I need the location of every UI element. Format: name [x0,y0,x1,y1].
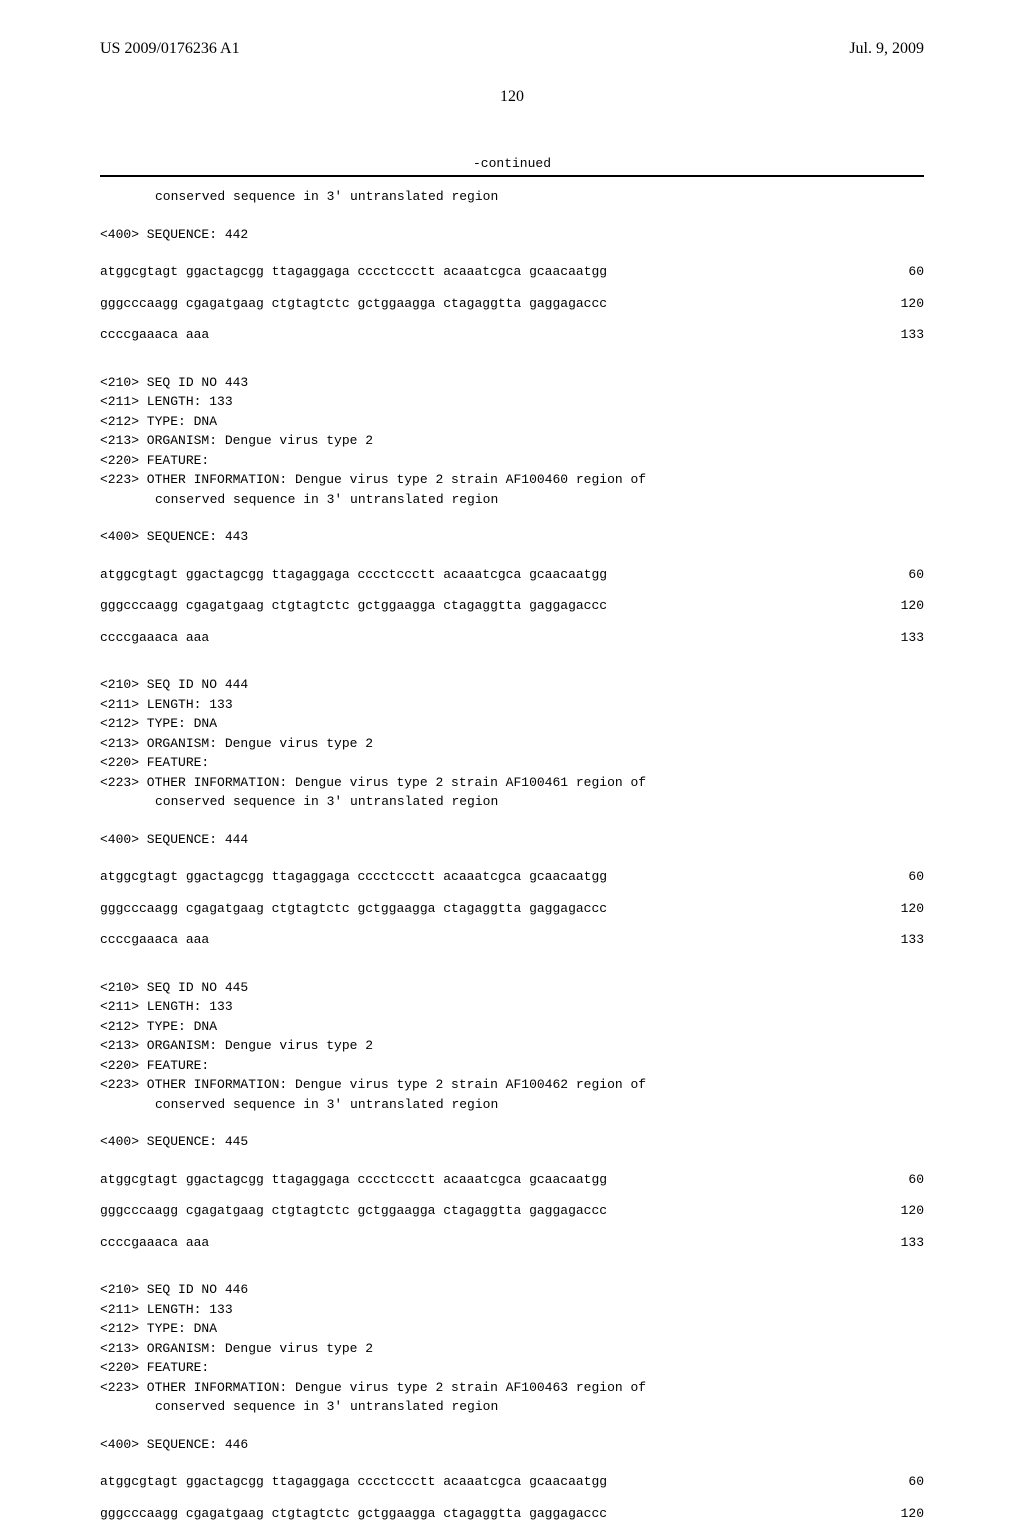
meta-line: <220> FEATURE: [100,1056,924,1076]
meta-line: <210> SEQ ID NO 445 [100,978,924,998]
sequence-text: atggcgtagt ggactagcgg ttagaggaga cccctcc… [100,262,607,282]
sequence-text: atggcgtagt ggactagcgg ttagaggaga cccctcc… [100,1170,607,1190]
meta-line: <211> LENGTH: 133 [100,997,924,1017]
meta-line: <212> TYPE: DNA [100,1017,924,1037]
sequence-line: ccccgaaaca aaa 133 [100,628,924,648]
meta-continuation: conserved sequence in 3' untranslated re… [100,187,924,207]
meta-line: <211> LENGTH: 133 [100,1300,924,1320]
sequence-header: <400> SEQUENCE: 443 [100,527,924,547]
sequence-text: ccccgaaaca aaa [100,1233,209,1253]
meta-line: <220> FEATURE: [100,753,924,773]
sequence-position: 133 [874,1233,924,1253]
sequence-position: 60 [874,1170,924,1190]
meta-line: <211> LENGTH: 133 [100,392,924,412]
meta-line: <223> OTHER INFORMATION: Dengue virus ty… [100,773,924,793]
meta-line: <223> OTHER INFORMATION: Dengue virus ty… [100,1075,924,1095]
sequence-line: atggcgtagt ggactagcgg ttagaggaga cccctcc… [100,565,924,585]
sequence-line: gggcccaagg cgagatgaag ctgtagtctc gctggaa… [100,1504,924,1523]
sequence-text: ccccgaaaca aaa [100,325,209,345]
sequence-line: atggcgtagt ggactagcgg ttagaggaga cccctcc… [100,1472,924,1492]
sequence-text: atggcgtagt ggactagcgg ttagaggaga cccctcc… [100,867,607,887]
sequence-position: 120 [874,1201,924,1221]
meta-indent-line: conserved sequence in 3' untranslated re… [100,792,924,812]
meta-indent-line: conserved sequence in 3' untranslated re… [100,1095,924,1115]
meta-line: <213> ORGANISM: Dengue virus type 2 [100,1339,924,1359]
meta-line: <210> SEQ ID NO 444 [100,675,924,695]
meta-line: <212> TYPE: DNA [100,1319,924,1339]
divider [100,175,924,177]
meta-line: <211> LENGTH: 133 [100,695,924,715]
sequence-position: 120 [874,899,924,919]
sequence-text: atggcgtagt ggactagcgg ttagaggaga cccctcc… [100,565,607,585]
patent-number: US 2009/0176236 A1 [100,40,240,58]
sequence-line: ccccgaaaca aaa 133 [100,930,924,950]
meta-line: <220> FEATURE: [100,451,924,471]
sequence-line: ccccgaaaca aaa 133 [100,1233,924,1253]
sequence-text: gggcccaagg cgagatgaag ctgtagtctc gctggaa… [100,899,607,919]
meta-line: <223> OTHER INFORMATION: Dengue virus ty… [100,1378,924,1398]
meta-line: <210> SEQ ID NO 446 [100,1280,924,1300]
sequence-position: 60 [874,1472,924,1492]
sequence-text: gggcccaagg cgagatgaag ctgtagtctc gctggaa… [100,596,607,616]
sequence-position: 60 [874,565,924,585]
meta-indent-line: conserved sequence in 3' untranslated re… [100,490,924,510]
sequence-text: gggcccaagg cgagatgaag ctgtagtctc gctggaa… [100,294,607,314]
sequence-text: ccccgaaaca aaa [100,930,209,950]
sequence-header: <400> SEQUENCE: 445 [100,1132,924,1152]
sequence-position: 60 [874,867,924,887]
sequence-listing: conserved sequence in 3' untranslated re… [100,187,924,1523]
sequence-line: atggcgtagt ggactagcgg ttagaggaga cccctcc… [100,867,924,887]
meta-line: <212> TYPE: DNA [100,714,924,734]
patent-date: Jul. 9, 2009 [849,40,924,58]
sequence-header: <400> SEQUENCE: 444 [100,830,924,850]
sequence-position: 120 [874,294,924,314]
meta-line: <210> SEQ ID NO 443 [100,373,924,393]
meta-indent-line: conserved sequence in 3' untranslated re… [100,1397,924,1417]
sequence-position: 120 [874,1504,924,1523]
sequence-text: atggcgtagt ggactagcgg ttagaggaga cccctcc… [100,1472,607,1492]
sequence-line: gggcccaagg cgagatgaag ctgtagtctc gctggaa… [100,1201,924,1221]
sequence-line: atggcgtagt ggactagcgg ttagaggaga cccctcc… [100,1170,924,1190]
sequence-header: <400> SEQUENCE: 442 [100,225,924,245]
meta-line: <213> ORGANISM: Dengue virus type 2 [100,734,924,754]
sequence-position: 133 [874,325,924,345]
meta-line: <213> ORGANISM: Dengue virus type 2 [100,1036,924,1056]
sequence-header: <400> SEQUENCE: 446 [100,1435,924,1455]
sequence-line: gggcccaagg cgagatgaag ctgtagtctc gctggaa… [100,596,924,616]
sequence-position: 120 [874,596,924,616]
sequence-position: 60 [874,262,924,282]
page-number: 120 [100,88,924,106]
meta-line: <220> FEATURE: [100,1358,924,1378]
page-header: US 2009/0176236 A1 Jul. 9, 2009 [100,40,924,58]
sequence-line: ccccgaaaca aaa 133 [100,325,924,345]
sequence-line: gggcccaagg cgagatgaag ctgtagtctc gctggaa… [100,899,924,919]
sequence-text: gggcccaagg cgagatgaag ctgtagtctc gctggaa… [100,1201,607,1221]
sequence-text: ccccgaaaca aaa [100,628,209,648]
sequence-position: 133 [874,930,924,950]
meta-line: <212> TYPE: DNA [100,412,924,432]
sequence-position: 133 [874,628,924,648]
meta-line: <213> ORGANISM: Dengue virus type 2 [100,431,924,451]
sequence-line: gggcccaagg cgagatgaag ctgtagtctc gctggaa… [100,294,924,314]
meta-line: <223> OTHER INFORMATION: Dengue virus ty… [100,470,924,490]
sequence-text: gggcccaagg cgagatgaag ctgtagtctc gctggaa… [100,1504,607,1523]
continued-label: -continued [100,156,924,171]
sequence-line: atggcgtagt ggactagcgg ttagaggaga cccctcc… [100,262,924,282]
